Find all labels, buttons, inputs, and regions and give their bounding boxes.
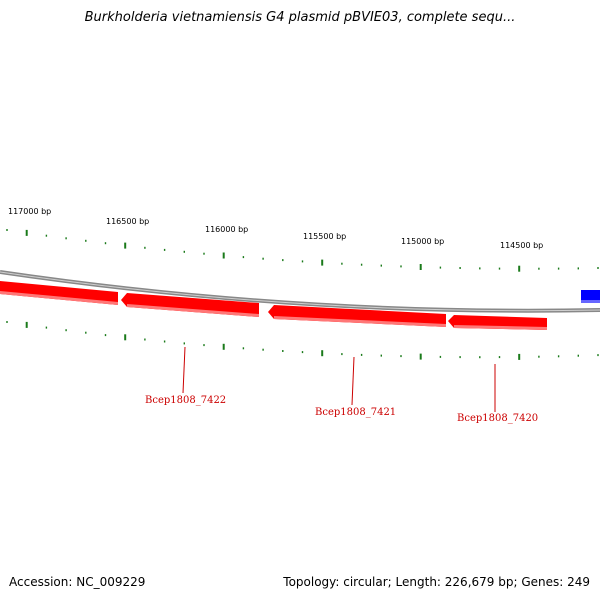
gene-arrow-partial[interactable]: [0, 281, 118, 305]
scale-label-117000: 117000 bp: [8, 207, 51, 216]
scale-label-115500: 115500 bp: [303, 232, 346, 241]
gene-label-bcep1808-7421[interactable]: Bcep1808_7421: [315, 407, 396, 418]
scale-label-116000: 116000 bp: [205, 225, 248, 234]
gene-callout-line: [351, 356, 355, 406]
feature-blue-block[interactable]: [581, 290, 600, 303]
gene-arrow-bcep1808-7421[interactable]: [268, 305, 446, 327]
accession-text: Accession: NC_009229: [9, 575, 146, 589]
gene-label-bcep1808-7420[interactable]: Bcep1808_7420: [457, 413, 538, 424]
gene-arrow-bcep1808-7422[interactable]: [121, 293, 259, 317]
outer-scale-ticks: [6, 229, 599, 272]
scale-label-114500: 114500 bp: [500, 241, 543, 250]
scale-label-116500: 116500 bp: [106, 217, 149, 226]
map-title: Burkholderia vietnamiensis G4 plasmid pB…: [84, 10, 516, 25]
topology-summary-text: Topology: circular; Length: 226,679 bp; …: [283, 575, 590, 589]
gene-callout-line: [182, 346, 186, 394]
scale-label-115000: 115000 bp: [401, 237, 444, 246]
gene-label-bcep1808-7422[interactable]: Bcep1808_7422: [145, 395, 226, 406]
inner-scale-ticks: [6, 321, 599, 360]
gene-arrow-bcep1808-7420[interactable]: [448, 315, 547, 330]
